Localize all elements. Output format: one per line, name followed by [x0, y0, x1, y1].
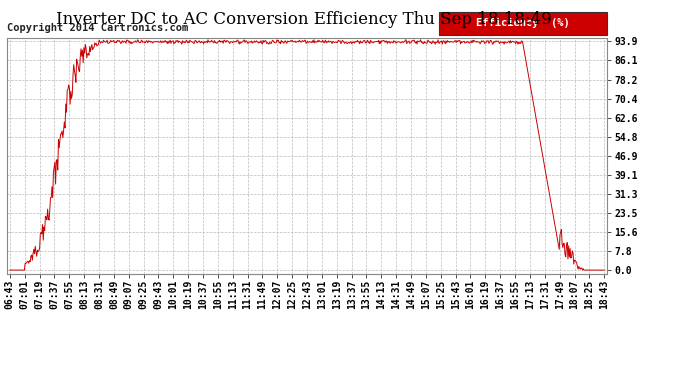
Text: Copyright 2014 Cartronics.com: Copyright 2014 Cartronics.com [7, 23, 188, 33]
FancyBboxPatch shape [439, 12, 607, 35]
Text: Efficiency  (%): Efficiency (%) [476, 18, 570, 28]
Text: Inverter DC to AC Conversion Efficiency Thu Sep 18 18:49: Inverter DC to AC Conversion Efficiency … [56, 11, 551, 28]
